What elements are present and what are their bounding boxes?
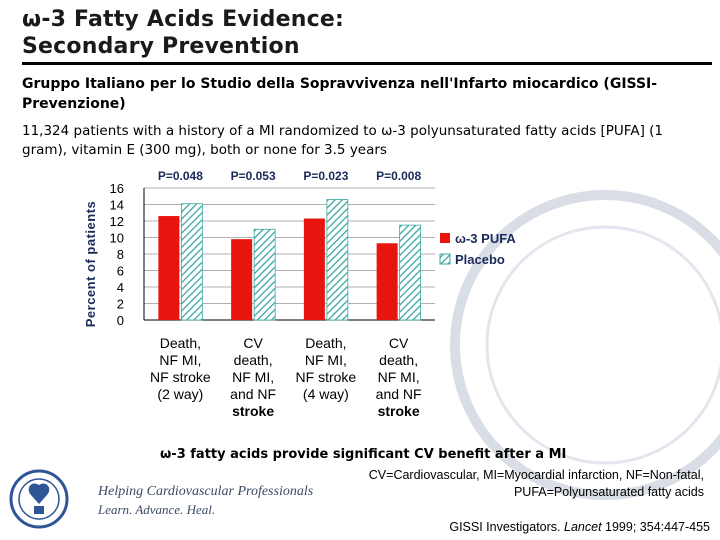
category-label: NF stroke (296, 369, 357, 385)
category-label: stroke (232, 403, 274, 419)
bar-omega3 (303, 218, 325, 320)
bar-omega3 (231, 239, 253, 320)
y-tick-label: 8 (117, 247, 124, 262)
study-description: 11,324 patients with a history of a MI r… (22, 123, 663, 158)
category-label: NF stroke (150, 369, 211, 385)
acc-logo (8, 468, 238, 529)
legend-swatch (440, 233, 450, 243)
p-value-label: P=0.023 (303, 169, 348, 183)
category-label: death, (234, 352, 273, 368)
citation-journal: Lancet (564, 520, 602, 534)
slide-title: ω-3 Fatty Acids Evidence: Secondary Prev… (22, 6, 344, 60)
logo-tagline-1: Helping Cardiovascular Professionals (98, 484, 314, 499)
bar-placebo (180, 203, 203, 321)
title-line-2: Secondary Prevention (22, 34, 300, 59)
legend-label: ω-3 PUFA (455, 231, 516, 246)
y-tick-label: 12 (110, 214, 124, 229)
y-tick-label: 14 (110, 198, 124, 213)
category-label: NF MI, (159, 352, 201, 368)
y-axis-label: Percent of patients (83, 201, 98, 328)
bar-placebo (399, 224, 422, 321)
p-value-label: P=0.053 (231, 169, 276, 183)
category-label: and NF (376, 386, 422, 402)
y-tick-label: 10 (110, 231, 124, 246)
category-label: and NF (230, 386, 276, 402)
bar-placebo (253, 228, 276, 321)
category-label: death, (379, 352, 418, 368)
y-tick-label: 4 (117, 280, 124, 295)
citation-authors: GISSI Investigators. (449, 520, 561, 534)
title-divider (22, 62, 712, 65)
abbreviations-line-1: CV=Cardiovascular, MI=Myocardial infarct… (368, 468, 704, 482)
category-label: NF MI, (305, 352, 347, 368)
title-line-1: ω-3 Fatty Acids Evidence: (22, 7, 344, 32)
category-label: stroke (378, 403, 420, 419)
category-label: (2 way) (157, 386, 203, 402)
y-tick-label: 6 (117, 264, 124, 279)
legend-swatch (439, 253, 451, 265)
conclusion-text: ω-3 fatty acids provide significant CV b… (160, 447, 567, 462)
category-label: CV (243, 335, 263, 351)
bar-omega3 (158, 216, 180, 320)
y-tick-label: 0 (117, 313, 124, 328)
category-label: CV (389, 335, 409, 351)
logo-tagline-2: Learn. Advance. Heal. (98, 502, 216, 517)
study-name: Gruppo Italiano per lo Studio della Sopr… (22, 76, 658, 112)
p-value-label: P=0.048 (158, 169, 203, 183)
bar-placebo (326, 199, 349, 321)
category-label: NF MI, (378, 369, 420, 385)
acc-seal-icon (9, 469, 69, 529)
category-label: NF MI, (232, 369, 274, 385)
citation-detail: 1999; 354:447-455 (605, 520, 710, 534)
category-label: Death, (305, 335, 346, 351)
category-label: (4 way) (303, 386, 349, 402)
y-tick-label: 2 (117, 297, 124, 312)
category-label: Death, (160, 335, 201, 351)
college-seal-watermark (450, 190, 720, 500)
bar-omega3 (376, 243, 398, 320)
abbreviations-line-2: PUFA=Polyunsaturated fatty acids (513, 485, 704, 499)
p-value-label: P=0.008 (376, 169, 421, 183)
citation: GISSI Investigators. Lancet 1999; 354:44… (449, 520, 710, 534)
abbreviations-note: CV=Cardiovascular, MI=Myocardial infarct… (304, 467, 704, 501)
legend-label: Placebo (455, 252, 505, 267)
y-tick-label: 16 (110, 181, 124, 196)
